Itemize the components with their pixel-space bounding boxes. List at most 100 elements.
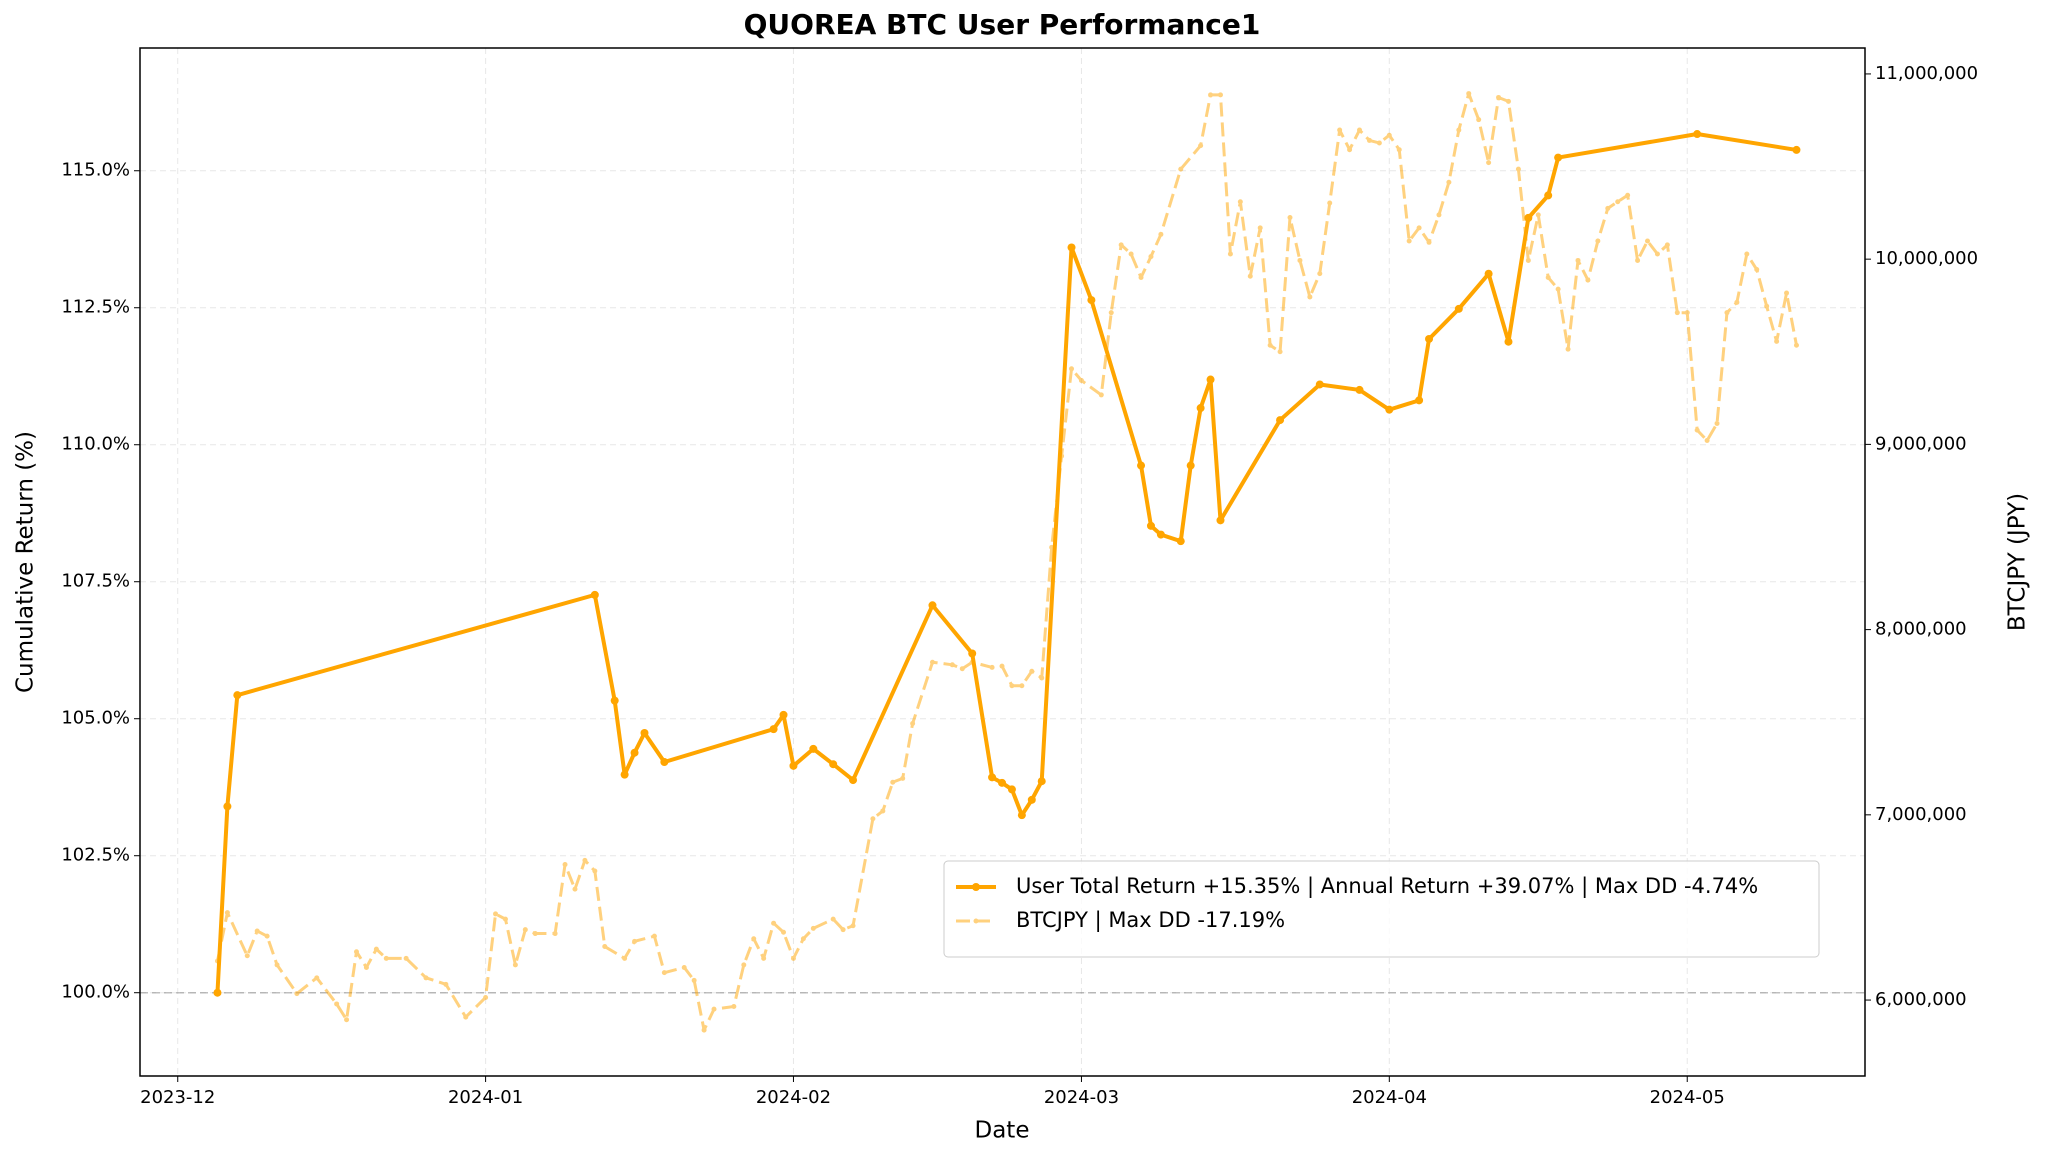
point — [1337, 127, 1343, 133]
y2-axis-label: BTCJPY (JPY) — [2005, 493, 2031, 631]
y-tick-label: 112.5% — [61, 297, 130, 318]
point — [1793, 342, 1799, 348]
legend-box — [943, 860, 1820, 958]
point — [999, 663, 1005, 669]
point — [1118, 242, 1124, 248]
point — [1535, 212, 1541, 218]
point — [1714, 420, 1720, 426]
point — [294, 991, 300, 997]
y-tick-label: 107.5% — [61, 571, 130, 592]
point — [353, 949, 359, 955]
point — [949, 662, 955, 668]
point — [1724, 310, 1730, 316]
point — [1585, 277, 1591, 283]
point — [632, 938, 638, 944]
point — [443, 981, 449, 987]
point — [1605, 205, 1611, 211]
point — [771, 920, 777, 926]
point — [522, 927, 528, 933]
point — [213, 988, 222, 997]
point — [1027, 795, 1036, 804]
y-tick-label: 102.5% — [61, 845, 130, 866]
point — [1704, 437, 1710, 443]
y2-tick-label: 7,000,000 — [1875, 804, 1967, 825]
point — [224, 910, 230, 916]
point — [1128, 251, 1134, 257]
point — [1505, 98, 1511, 104]
point — [741, 962, 747, 968]
point — [1347, 147, 1353, 153]
point — [1504, 337, 1513, 346]
point — [1456, 127, 1462, 133]
legend-label: BTCJPY | Max DD -17.19% — [1016, 908, 1285, 933]
point — [781, 929, 787, 935]
point — [711, 1006, 717, 1012]
point — [1049, 544, 1055, 550]
point — [1545, 274, 1551, 280]
point — [640, 728, 649, 737]
point — [731, 1004, 737, 1010]
point — [900, 775, 906, 781]
point — [1078, 377, 1084, 383]
point — [334, 1001, 340, 1007]
point — [1595, 238, 1601, 244]
point — [562, 861, 568, 867]
point — [630, 748, 639, 757]
point — [691, 977, 697, 983]
x-tick-label: 2024-04 — [1352, 1087, 1427, 1108]
point — [1476, 117, 1482, 123]
point — [1774, 338, 1780, 344]
point — [1267, 342, 1273, 348]
point — [810, 925, 816, 931]
point — [1108, 310, 1114, 316]
point — [1792, 145, 1801, 154]
point — [1625, 192, 1631, 198]
point — [1227, 251, 1233, 257]
point — [1415, 396, 1424, 405]
point — [1466, 91, 1472, 97]
x-tick-label: 2024-02 — [756, 1087, 831, 1108]
legend-item — [956, 918, 996, 924]
point — [779, 710, 788, 719]
point — [223, 802, 232, 811]
point — [1515, 166, 1521, 172]
point — [1276, 416, 1285, 425]
x-tick-label: 2024-05 — [1650, 1087, 1725, 1108]
point — [214, 958, 220, 964]
point — [651, 933, 657, 939]
point — [1694, 427, 1700, 433]
point — [1208, 92, 1214, 98]
point — [1744, 251, 1750, 257]
point — [1257, 225, 1263, 231]
point — [830, 916, 836, 922]
point — [1525, 257, 1531, 263]
point — [1297, 257, 1303, 263]
point — [789, 761, 798, 770]
point — [572, 886, 578, 892]
point — [1654, 251, 1660, 257]
point — [910, 721, 916, 727]
point — [870, 816, 876, 822]
point — [602, 944, 608, 950]
y-axis-label: Cumulative Return (%) — [13, 431, 39, 693]
point — [1734, 299, 1740, 305]
point — [1307, 294, 1313, 300]
point — [1484, 269, 1493, 278]
y2-tick-label: 11,000,000 — [1875, 63, 1978, 84]
point — [622, 955, 628, 961]
point — [1764, 303, 1770, 309]
point — [1693, 130, 1702, 139]
point — [988, 773, 997, 782]
point — [1385, 405, 1394, 414]
point — [1178, 166, 1184, 172]
point — [244, 953, 250, 959]
point — [790, 955, 796, 961]
point — [751, 936, 757, 942]
point — [483, 994, 489, 1000]
point — [1158, 231, 1164, 237]
point — [463, 1014, 469, 1020]
point — [1007, 785, 1016, 794]
point — [233, 691, 242, 700]
point — [512, 962, 518, 968]
point — [610, 696, 619, 705]
